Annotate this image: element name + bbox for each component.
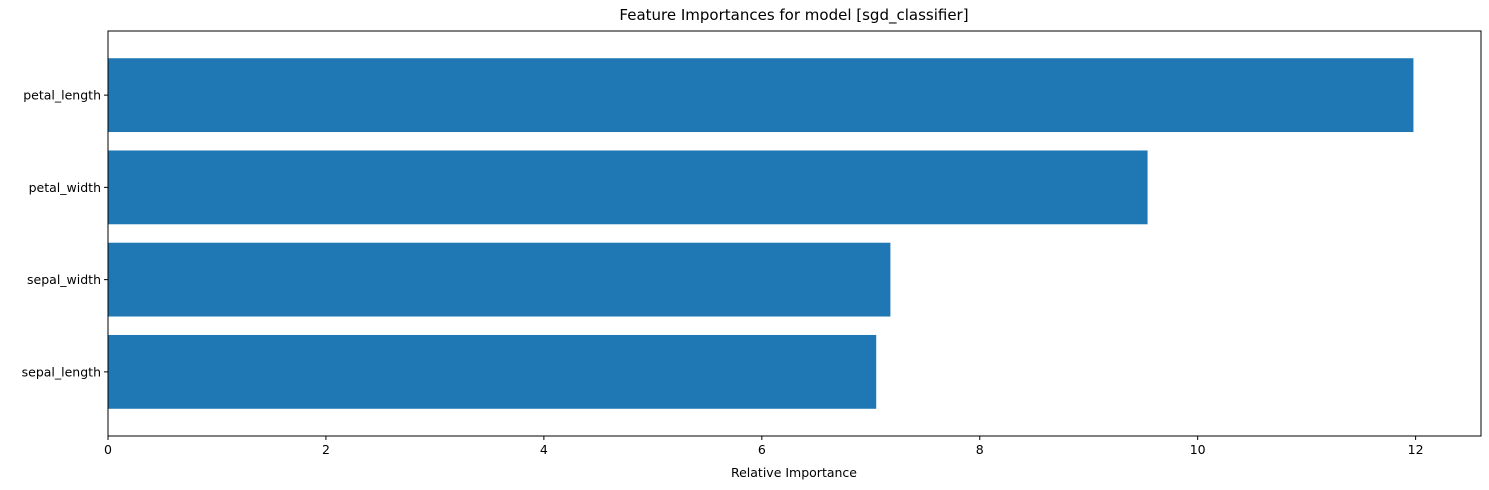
y-axis-ticks: sepal_length sepal_width petal_width petal_… bbox=[22, 88, 108, 379]
x-tick-label: 10 bbox=[1190, 442, 1206, 457]
bar-sepal-width bbox=[108, 242, 891, 317]
x-tick-label: 2 bbox=[322, 442, 330, 457]
plot-frame bbox=[107, 30, 1482, 437]
y-tick-label: sepal_length bbox=[22, 364, 101, 379]
bar-petal-length bbox=[108, 58, 1414, 133]
x-tick-label: 8 bbox=[976, 442, 984, 457]
y-tick-label: petal_length bbox=[23, 88, 101, 103]
x-tick-label: 6 bbox=[758, 442, 766, 457]
x-tick-label: 12 bbox=[1408, 442, 1424, 457]
x-axis-label: Relative Importance bbox=[731, 465, 857, 480]
chart-title: Feature Importances for model [sgd_class… bbox=[619, 6, 968, 25]
bar-petal-width bbox=[108, 150, 1148, 225]
x-tick-label: 0 bbox=[104, 442, 112, 457]
x-tick-label: 4 bbox=[540, 442, 548, 457]
y-tick-label: sepal_width bbox=[27, 272, 101, 287]
bar-sepal-length bbox=[108, 334, 877, 409]
bars-group bbox=[108, 58, 1414, 409]
x-axis-ticks: 0 2 4 6 8 10 12 bbox=[104, 436, 1424, 457]
y-tick-label: petal_width bbox=[29, 180, 101, 195]
